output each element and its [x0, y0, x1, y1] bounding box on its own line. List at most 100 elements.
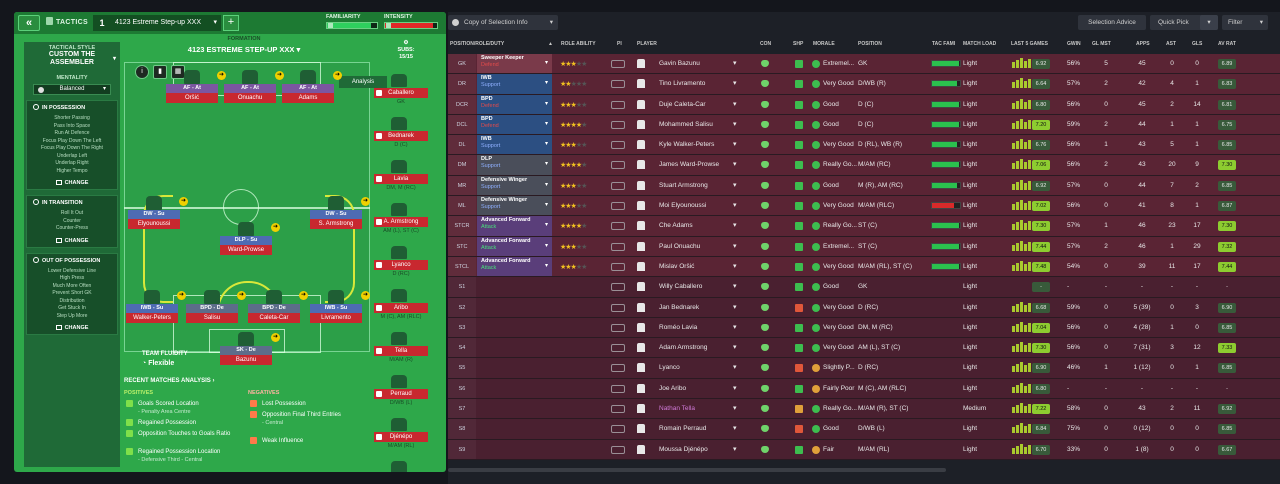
table-row[interactable]: S4 Adam Armstrong ▾ Very Good AM (L), ST (C)… — [448, 338, 1280, 359]
player-name[interactable]: Willy Caballero — [659, 283, 703, 291]
player-name[interactable]: Lyanco — [659, 364, 680, 372]
player-instructions-icon[interactable] — [611, 181, 625, 190]
player-name[interactable]: Jan Bednarek — [659, 303, 700, 311]
table-row[interactable]: DCR BPD Defend ▾ ★★★★★ Duje Caleta-Car ▾ Good D … — [448, 94, 1280, 115]
table-row[interactable]: DCL BPD Defend ▾ ★★★★★ Mohammed Salisu ▾ Good D … — [448, 114, 1280, 136]
col-match-load[interactable]: MATCH LOAD — [963, 41, 997, 47]
bench-player[interactable]: A. Armstrong AM (L), ST (C) — [370, 203, 432, 246]
player-instructions-icon[interactable] — [611, 80, 625, 89]
tactical-style-select[interactable]: CUSTOM THE ASSEMBLER ▾ — [24, 51, 120, 67]
player-name[interactable]: Joe Aribo — [659, 384, 687, 392]
player-name[interactable]: Moi Elyounoussi — [659, 202, 707, 210]
chevron-down-icon[interactable]: ▾ — [733, 120, 737, 128]
chevron-down-icon[interactable]: ▾ — [733, 323, 737, 331]
chevron-down-icon[interactable]: ▾ — [733, 384, 737, 392]
tactic-slot-number[interactable]: 1 — [93, 15, 111, 31]
bench-player[interactable]: Aribo M (C), AM (RLC) — [370, 289, 432, 332]
chevron-down-icon[interactable]: ▾ — [733, 344, 737, 352]
table-row[interactable]: STCL Advanced Forward Attack ▾ ★★★★★ Mislav O… — [448, 256, 1280, 278]
player-instructions-icon[interactable] — [611, 141, 625, 150]
player-name[interactable]: Stuart Armstrong — [659, 181, 708, 189]
col-tac-fam[interactable]: TAC FAMI — [932, 41, 956, 47]
role-select[interactable]: Defensive Winger Support ▾ — [477, 175, 552, 196]
tactic-name-select[interactable]: 4123 Estreme Step-up XXX ▾ — [111, 15, 221, 31]
add-tactic-button[interactable]: + — [223, 15, 239, 31]
table-row[interactable]: DR IWB Support ▾ ★★★★★ Tino Livramento ▾ Very G… — [448, 74, 1280, 95]
col-morale[interactable]: MORALE — [813, 41, 835, 47]
col-av-rat[interactable]: AV RAT — [1218, 41, 1236, 47]
table-row[interactable]: S5 Lyanco ▾ Slightly P... D (RC) Light 6.90 46%… — [448, 358, 1280, 379]
table-row[interactable]: STCR Advanced Forward Attack ▾ ★★★★★ Che Adam… — [448, 216, 1280, 237]
player-name[interactable]: Roméo Lavia — [659, 323, 698, 331]
chevron-down-icon[interactable]: ▾ — [733, 181, 737, 189]
col-position[interactable]: POSITION/ROLE/DUTY — [450, 41, 505, 47]
player-name[interactable]: Moussa Djénépo — [659, 445, 708, 453]
pitch-player[interactable]: AF - At Oršić ➜ — [166, 70, 226, 103]
chevron-down-icon[interactable]: ▾ — [733, 60, 737, 67]
familiarity-meter[interactable] — [326, 22, 378, 29]
copy-selection-select[interactable]: Copy of Selection Info ▾ — [448, 15, 558, 30]
table-row[interactable]: S3 Roméo Lavia ▾ Very Good DM, M (RC) Light 7.… — [448, 317, 1280, 339]
role-select[interactable]: Advanced Forward Attack ▾ — [477, 236, 552, 256]
player-name[interactable]: Kyle Walker-Peters — [659, 141, 715, 149]
player-name[interactable]: Romain Perraud — [659, 425, 707, 433]
table-row[interactable]: S1 Willy Caballero ▾ Good GK Light - - - - - - - — [448, 277, 1280, 298]
table-row[interactable]: S7 Nathan Tella ▾ Really Go... M/AM (R), ST … — [448, 399, 1280, 420]
chevron-down-icon[interactable]: ▾ — [733, 161, 737, 169]
table-row[interactable]: MR Defensive Winger Support ▾ ★★★★★ Stuart Ar… — [448, 175, 1280, 197]
player-name[interactable]: Duje Caleta-Car — [659, 100, 706, 108]
bench-player[interactable]: Perraud D/WB (L) — [370, 375, 432, 418]
pitch-player[interactable]: AF - At Adams ➜ — [282, 70, 342, 103]
selection-advice-button[interactable]: Selection Advice — [1078, 15, 1146, 30]
table-row[interactable]: S6 Joe Aribo ▾ Fairly Poor M (C), AM (RLC) Li… — [448, 378, 1280, 400]
role-select[interactable]: Defensive Winger Support ▾ — [477, 196, 552, 216]
grid-icon[interactable]: ▦ — [171, 65, 185, 79]
role-select[interactable]: Advanced Forward Attack ▾ — [477, 216, 552, 236]
role-select[interactable]: IWB Support ▾ — [477, 135, 552, 155]
player-instructions-icon[interactable] — [611, 202, 625, 211]
pitch-player[interactable]: IWB - Su Livramento ➜ — [310, 290, 370, 323]
player-name[interactable]: James Ward-Prowse — [659, 161, 720, 169]
collapse-icon[interactable]: « — [18, 15, 40, 31]
bench-player[interactable]: Lavia DM, M (RC) — [370, 160, 432, 203]
player-name[interactable]: Mohammed Salisu — [659, 120, 713, 128]
instructions-icon[interactable]: i — [135, 65, 149, 79]
player-instructions-icon[interactable] — [611, 222, 625, 231]
player-name[interactable]: Paul Onuachu — [659, 242, 701, 250]
player-instructions-icon[interactable] — [611, 364, 625, 373]
bench-player[interactable]: Walcott — [370, 461, 432, 472]
chevron-down-icon[interactable]: ▾ — [733, 262, 737, 270]
col-apps[interactable]: APPS — [1136, 41, 1150, 47]
chevron-down-icon[interactable]: ▾ — [733, 405, 737, 413]
col-ast[interactable]: AST — [1166, 41, 1176, 47]
bench-player[interactable]: Bednarek D (C) — [370, 117, 432, 160]
chevron-down-icon[interactable]: ▾ — [733, 100, 737, 108]
player-instructions-icon[interactable] — [611, 262, 625, 271]
pitch-player[interactable]: AF - At Onuachu ➜ — [224, 70, 284, 103]
pitch-player[interactable]: DLP - Su Ward-Prowse ➜ — [220, 222, 280, 255]
sort-icon[interactable]: ▲ — [548, 41, 553, 47]
player-instructions-icon[interactable] — [611, 323, 625, 332]
player-instructions-icon[interactable] — [611, 283, 625, 292]
pitch-player[interactable]: BPD - De Caleta-Car ➜ — [248, 290, 308, 323]
chevron-down-icon[interactable]: ▾ — [733, 364, 737, 372]
chevron-down-icon[interactable]: ▾ — [733, 222, 737, 230]
filter-button[interactable]: Filter ▾ — [1222, 15, 1268, 30]
col-gls[interactable]: GLS — [1192, 41, 1203, 47]
col-shp[interactable]: SHP — [793, 41, 804, 47]
table-row[interactable]: S2 Jan Bednarek ▾ Very Good D (RC) Light 6.68 5… — [448, 297, 1280, 318]
pitch-player[interactable]: SK - De Bazunu ➜ — [220, 332, 280, 365]
quick-pick-dropdown[interactable]: ▾ — [1200, 15, 1218, 30]
horizontal-scrollbar[interactable] — [448, 468, 946, 472]
table-row[interactable]: STC Advanced Forward Attack ▾ ★★★★★ Paul Onua… — [448, 236, 1280, 257]
table-row[interactable]: DM DLP Support ▾ ★★★★★ James Ward-Prowse ▾ Real… — [448, 155, 1280, 176]
chevron-down-icon[interactable]: ▾ — [733, 445, 737, 453]
chevron-down-icon[interactable]: ▾ — [733, 303, 737, 311]
player-instructions-icon[interactable] — [611, 384, 625, 393]
player-instructions-icon[interactable] — [611, 120, 625, 129]
table-row[interactable]: DL IWB Support ▾ ★★★★★ Kyle Walker-Peters ▾ Ver… — [448, 135, 1280, 156]
pitch-player[interactable]: DW - Su Elyounoussi ➜ — [128, 196, 188, 229]
role-select[interactable]: IWB Support ▾ — [477, 74, 552, 94]
col-gwin[interactable]: GWIN — [1067, 41, 1081, 47]
role-select[interactable]: DLP Support ▾ — [477, 155, 552, 175]
